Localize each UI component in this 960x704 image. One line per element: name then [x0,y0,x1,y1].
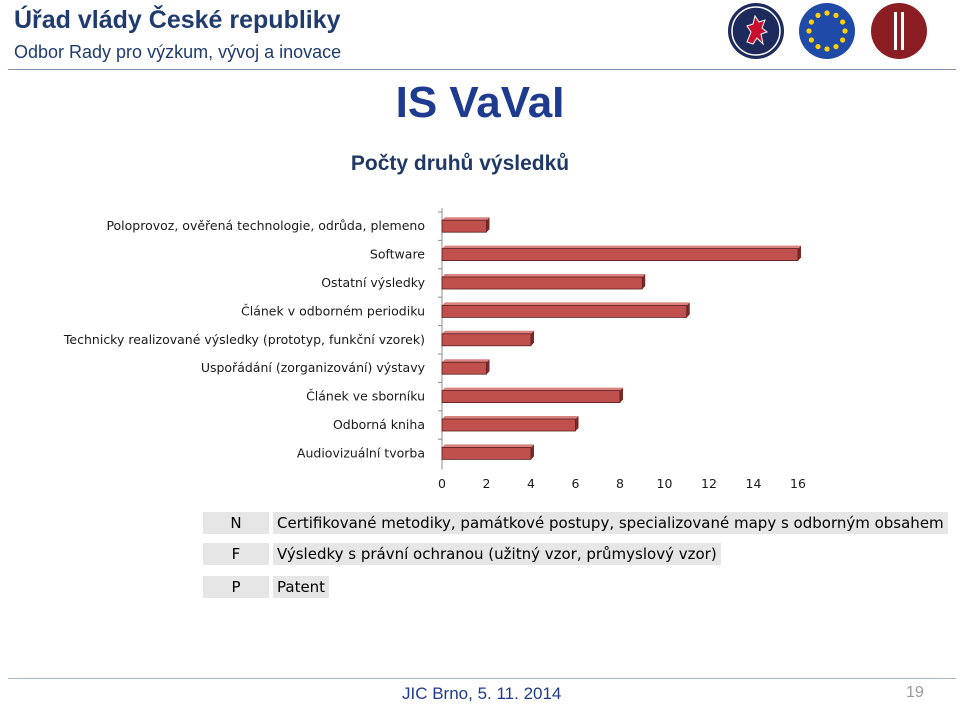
bar [441,245,801,261]
bar-chart: Poloprovoz, ověřená technologie, odrůda,… [63,208,806,491]
legend-row-p: P Patent [203,576,330,598]
legend-key: F [203,543,269,565]
bar [441,302,690,318]
category-label: Poloprovoz, ověřená technologie, odrůda,… [106,218,425,233]
legend-text: Patent [273,576,330,598]
legend-row-n: N Certifikované metodiky, památkové post… [203,512,948,534]
bar [441,416,579,432]
category-label: Audiovizuální tvorba [297,445,425,460]
page-number: 19 [906,684,924,701]
chart-title: Počty druhů výsledků [350,152,570,175]
x-tick-label: 14 [746,476,762,491]
x-tick-label: 4 [527,476,535,491]
category-label: Software [370,247,425,262]
category-label: Článek ve sborníku [306,389,425,404]
header-divider [8,69,956,70]
x-tick-label: 10 [657,476,673,491]
legend-row-f: F Výsledky s právní ochranou (užitný vzo… [203,543,721,565]
x-tick-label: 16 [790,476,806,491]
research-council-logo-icon [871,3,927,59]
bar [441,359,490,375]
bar [441,444,534,460]
x-tick-label: 2 [483,476,491,491]
x-tick-label: 0 [438,476,446,491]
legend-text: Výsledky s právní ochranou (užitný vzor,… [273,543,721,565]
eu-stars-flag-icon [799,3,855,59]
footer-divider [8,678,956,679]
x-tick-label: 6 [572,476,580,491]
category-label: Technicky realizované výsledky (prototyp… [63,332,425,347]
bar [441,330,534,347]
x-tick-label: 12 [701,476,717,491]
header-title: Úřad vlády České republiky [14,6,341,34]
slide-title: IS VaVaI [395,78,565,127]
footer-event: JIC Brno, 5. 11. 2014 [402,684,562,703]
category-label: Článek v odborném periodiku [241,303,425,318]
x-tick-label: 8 [616,476,624,491]
bar [441,217,490,233]
czech-lion-emblem-icon [728,3,784,59]
category-label: Ostatní výsledky [321,275,425,290]
category-label: Uspořádání (zorganizování) výstavy [201,360,426,375]
category-label: Odborná kniha [333,417,425,432]
bar [441,387,623,404]
legend-key: P [203,576,269,598]
legend-text: Certifikované metodiky, památkové postup… [273,512,948,534]
legend-key: N [203,512,269,534]
bar [441,274,646,290]
header-subtitle: Odbor Rady pro výzkum, vývoj a inovace [14,42,342,62]
